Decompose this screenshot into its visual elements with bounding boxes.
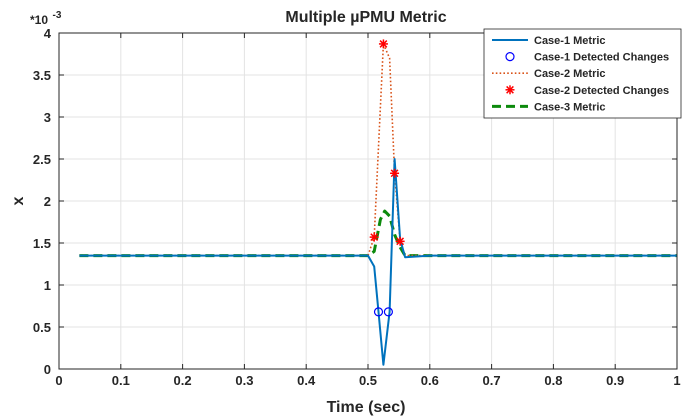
x-tick-label: 0.7 [483,373,501,388]
legend-item-case-2-detected-changes: Case-2 Detected Changes [505,85,669,97]
legend-swatch [505,51,515,62]
y-exponent-power: -3 [52,10,61,21]
legend-label: Case-2 Detected Changes [534,85,669,97]
star-stroke [390,169,399,178]
x-tick-label: 0.5 [359,373,377,388]
y-tick-label: 4 [44,26,52,41]
x-tick-label: 0.2 [174,373,192,388]
case-2-detected-changes-point [369,232,379,242]
x-axis-label: Time (sec) [327,399,406,416]
legend-label: Case-1 Metric [534,35,606,47]
legend-item-case-3-metric: Case-3 Metric [492,101,606,113]
x-tick-label: 0.6 [421,373,439,388]
legend-swatch [505,85,515,95]
case-2-detected-changes-point [378,39,388,49]
star-stroke [506,85,514,94]
axis-ticks: 0 0.1 0.2 0.3 0.4 0.5 0.6 0.7 0.8 0.9 1 0 0.5 1 1.5 2 2.… [33,26,681,388]
x-tick-label: 0.1 [112,373,130,388]
star-stroke [370,233,379,242]
x-tick-label: 0.3 [235,373,253,388]
y-tick-label: 2 [44,194,51,209]
series-layer [79,39,677,366]
x-tick-label: 0.8 [544,373,562,388]
legend-item-case-2-metric: Case-2 Metric [492,68,606,80]
legend-item-case-1-detected-changes: Case-1 Detected Changes [505,51,669,64]
legend-label: Case-3 Metric [534,101,606,113]
y-tick-label: 0.5 [33,320,51,335]
y-tick-label: 0 [44,362,51,377]
star-stroke [379,40,388,48]
y-tick-label: 1.5 [33,236,51,251]
legend-item-case-1-metric: Case-1 Metric [492,35,606,47]
x-tick-label: 0.9 [606,373,624,388]
y-tick-label: 2.5 [33,152,51,167]
y-tick-label: 3 [44,110,51,125]
y-axis-label: x [10,196,27,205]
y-exponent-base: *10 [30,13,48,27]
case-1-detected-changes-point [383,307,393,317]
x-tick-label: 0.4 [297,373,316,388]
case-2-detected-changes-point [390,168,400,178]
chart-title: Multiple µPMU Metric [285,9,446,26]
y-axis-exponent: *10 -3 [30,10,62,28]
x-tick-label: 0 [55,373,62,388]
case-2-detected-changes-point [395,236,405,246]
x-tick-label: 1 [673,373,680,388]
legend-label: Case-1 Detected Changes [534,52,669,64]
case-1-metric-line [79,158,677,366]
y-tick-label: 3.5 [33,68,51,83]
case-1-detected-changes-point [373,307,384,317]
legend: Case-1 Metric Case-1 Detected Changes Case… [483,28,682,119]
star-stroke [396,237,405,246]
y-tick-label: 1 [44,278,51,293]
legend-label: Case-2 Metric [534,68,606,80]
legend-box [483,28,682,119]
